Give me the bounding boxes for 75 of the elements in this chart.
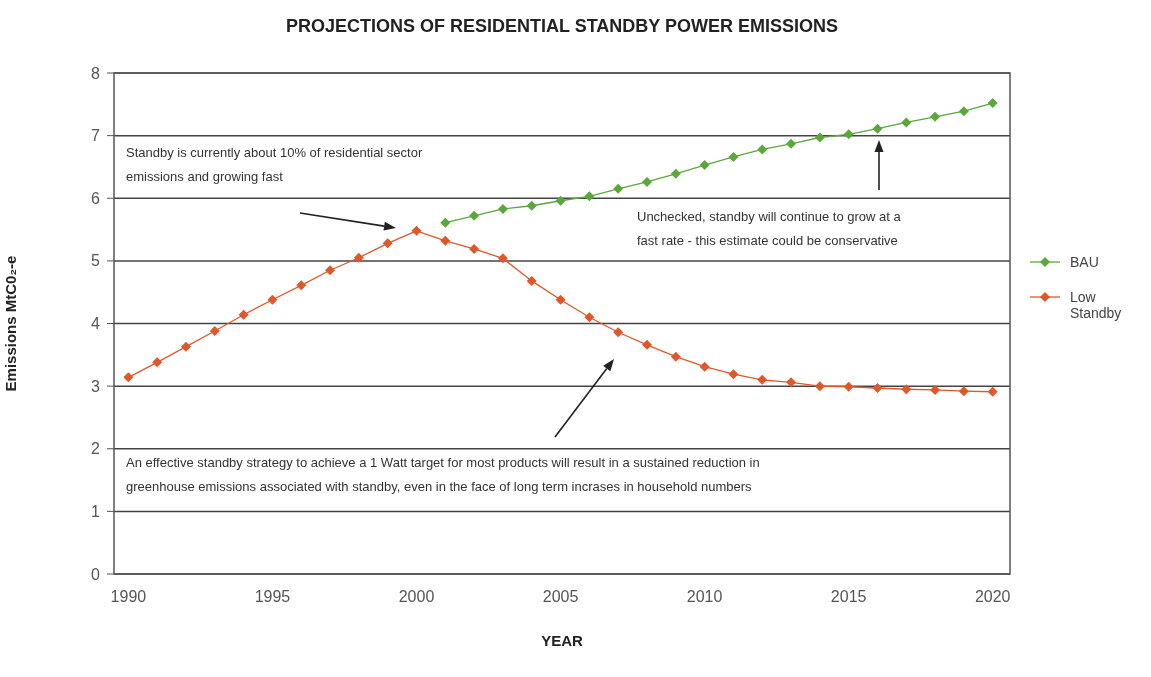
point [958, 106, 969, 117]
point [872, 123, 883, 134]
y-tick-label: 4 [91, 315, 101, 333]
x-tick-label: 1990 [110, 588, 147, 605]
point [930, 111, 941, 122]
point [641, 176, 652, 187]
x-tick-label: 2000 [398, 588, 435, 605]
point [901, 117, 912, 128]
point [469, 243, 480, 254]
y-tick-label: 3 [91, 377, 101, 395]
point [613, 183, 624, 194]
point [699, 160, 710, 171]
legend-label: BAU [1070, 253, 1099, 270]
point [584, 312, 595, 323]
point [526, 200, 537, 211]
point [267, 294, 278, 305]
point [670, 168, 681, 179]
point [728, 369, 739, 380]
point [987, 386, 998, 397]
point [786, 138, 797, 149]
point [814, 132, 825, 143]
x-tick-label: 2015 [830, 588, 867, 605]
y-tick-label: 0 [91, 565, 101, 583]
point [555, 195, 566, 206]
annotation: Unchecked, standby will continue to grow at a fast rate - this estimate could be conservative [637, 209, 902, 248]
point [411, 225, 422, 236]
y-tick-label: 7 [91, 127, 101, 145]
point [469, 210, 480, 221]
point [843, 129, 854, 140]
point [181, 341, 192, 352]
point [152, 357, 163, 368]
point [699, 361, 710, 372]
point [901, 384, 912, 395]
point [440, 217, 451, 228]
point [440, 235, 451, 246]
point [987, 98, 998, 109]
y-axis-title: Emissions MtC0₂-e [2, 255, 19, 392]
point [814, 381, 825, 392]
point [497, 253, 508, 264]
point [613, 327, 624, 338]
point [353, 252, 364, 263]
point [786, 377, 797, 388]
point [930, 384, 941, 395]
point [843, 381, 854, 392]
point [872, 383, 883, 393]
x-axis-title: YEAR [541, 632, 583, 649]
point [757, 144, 768, 155]
point [958, 386, 969, 397]
point [757, 374, 768, 385]
point [497, 203, 508, 214]
x-tick-label: 2020 [974, 588, 1011, 605]
y-tick-label: 5 [91, 252, 101, 270]
annotation: An effective standby strategy to achieve a 1 Watt target for most products will result in a sustained reduction in greenhouse emissions associated with standby, even in the face of long term incrases in household numbers [126, 455, 760, 494]
point [238, 309, 249, 320]
x-tick-label: 1995 [254, 588, 291, 605]
y-tick-label: 1 [91, 502, 101, 520]
x-tick-label: 2005 [542, 588, 579, 605]
y-tick-label: 8 [91, 64, 101, 82]
point [325, 265, 336, 276]
point [670, 351, 681, 362]
point [728, 151, 739, 162]
point [123, 372, 134, 383]
point [555, 294, 566, 305]
chart-title: PROJECTIONS OF RESIDENTIAL STANDBY POWER EMISSIONS [285, 16, 839, 36]
point [382, 238, 393, 249]
point [641, 339, 652, 350]
point [526, 275, 537, 286]
point [209, 326, 220, 337]
x-tick-label: 2010 [686, 588, 723, 605]
y-tick-label: 2 [91, 440, 101, 458]
y-tick-label: 6 [91, 189, 101, 207]
legend-label: Low Standby [1070, 288, 1122, 321]
point [584, 191, 595, 202]
point [296, 280, 307, 291]
annotation: Standby is currently about 10% of residential sector emissions and growing fast [126, 145, 423, 184]
